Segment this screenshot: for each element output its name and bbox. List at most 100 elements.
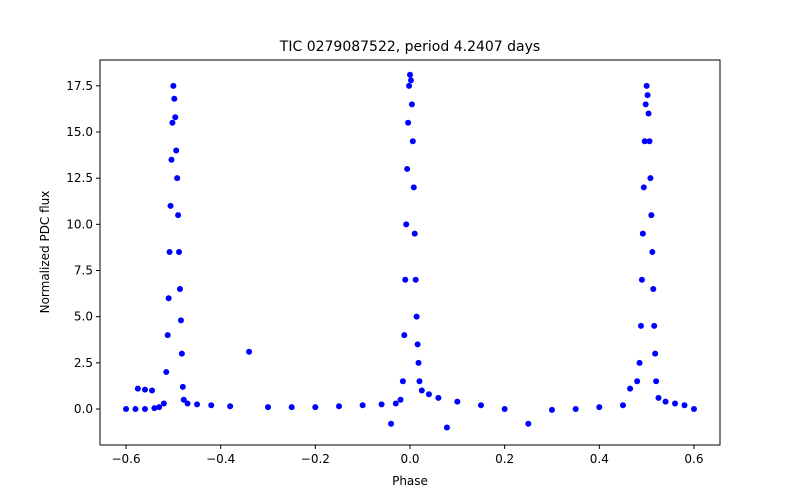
data-point-0-90 [652, 350, 659, 357]
data-point-0-86 [648, 212, 655, 219]
data-point-0-27 [180, 396, 187, 403]
x-tick-label: −0.4 [206, 452, 235, 466]
data-point-0-4 [156, 404, 163, 411]
x-tick-label: −0.6 [111, 452, 140, 466]
data-point-0-84 [646, 138, 653, 145]
data-point-0-45 [403, 221, 410, 228]
data-point-0-33 [265, 404, 272, 411]
data-point-0-44 [402, 276, 409, 283]
data-point-0-67 [525, 420, 532, 427]
data-point-0-23 [176, 285, 183, 292]
data-point-0-96 [690, 405, 697, 412]
data-point-0-15 [169, 119, 176, 126]
data-point-0-29 [194, 401, 201, 408]
data-point-0-94 [672, 400, 679, 407]
data-point-0-68 [548, 406, 555, 413]
data-point-0-91 [653, 378, 660, 385]
data-point-0-63 [443, 424, 450, 431]
data-point-0-42 [399, 378, 406, 385]
data-point-0-65 [477, 402, 484, 409]
data-point-0-40 [392, 400, 399, 407]
data-point-0-3 [151, 405, 158, 412]
data-point-0-75 [637, 322, 644, 329]
data-point-0-50 [407, 77, 414, 84]
data-point-0-1 [132, 405, 139, 412]
data-point-0-81 [643, 82, 650, 89]
data-point-0-64 [454, 398, 461, 405]
data-point-0-9 [163, 369, 170, 376]
data-point-0-73 [634, 378, 641, 385]
data-point-0-58 [415, 359, 422, 366]
y-tick-label: 0.0 [74, 402, 93, 416]
y-tick-label: 2.5 [74, 356, 93, 370]
data-point-0-70 [596, 404, 603, 411]
data-point-0-21 [175, 212, 182, 219]
data-point-0-13 [167, 202, 174, 209]
y-tick-label: 15.0 [66, 125, 93, 139]
data-point-0-77 [639, 230, 646, 237]
data-point-0-62 [435, 394, 442, 401]
data-point-0-82 [644, 92, 651, 99]
chart-title: TIC 0279087522, period 4.2407 days [279, 39, 540, 55]
data-point-0-38 [378, 401, 385, 408]
data-point-0-31 [227, 403, 234, 410]
data-point-0-41 [397, 396, 404, 403]
data-point-0-79 [641, 138, 648, 145]
y-axis-ticks: 0.0 2.5 5.0 7.5 10.0 12.5 15.0 17.5 [66, 79, 100, 416]
data-point-0-49 [407, 71, 413, 78]
data-point-0-34 [288, 404, 295, 411]
x-tick-label: 0.2 [495, 452, 514, 466]
data-point-0-85 [647, 175, 654, 182]
y-tick-label: 12.5 [66, 171, 93, 185]
scatter-points [123, 71, 697, 431]
data-point-0-37 [359, 402, 366, 409]
data-point-0-16 [170, 82, 177, 89]
data-point-0-54 [411, 230, 418, 237]
data-point-0-83 [645, 110, 652, 117]
data-point-0-60 [418, 387, 425, 394]
data-point-0-32 [246, 348, 253, 355]
y-tick-label: 17.5 [66, 79, 93, 93]
data-point-0-78 [640, 184, 647, 191]
x-tick-label: 0.6 [684, 452, 703, 466]
data-point-0-36 [336, 403, 343, 410]
data-point-0-80 [642, 101, 649, 108]
data-point-0-14 [168, 156, 175, 163]
data-point-0-69 [572, 405, 579, 412]
data-point-0-20 [174, 175, 181, 182]
x-tick-label: 0.4 [590, 452, 609, 466]
x-tick-label: −0.2 [301, 452, 330, 466]
data-point-0-59 [416, 378, 423, 385]
data-point-0-6 [141, 386, 148, 393]
data-point-0-7 [149, 387, 156, 394]
data-point-0-11 [165, 295, 172, 302]
data-point-0-92 [655, 394, 662, 401]
data-point-0-46 [404, 165, 411, 172]
data-point-0-24 [177, 317, 184, 324]
data-point-0-51 [408, 101, 415, 108]
data-point-0-8 [160, 400, 167, 407]
data-point-0-26 [179, 383, 186, 390]
data-point-0-10 [164, 332, 171, 339]
data-point-0-72 [627, 385, 634, 392]
data-point-0-66 [501, 405, 508, 412]
data-point-0-19 [173, 147, 180, 154]
data-point-0-88 [650, 285, 657, 292]
data-point-0-47 [405, 119, 412, 126]
data-point-0-35 [312, 404, 319, 411]
y-axis-label: Normalized PDC flux [38, 191, 52, 314]
data-point-0-12 [166, 249, 173, 256]
data-point-0-5 [134, 385, 141, 392]
data-point-0-57 [414, 341, 421, 348]
data-point-0-52 [409, 138, 416, 145]
data-point-0-48 [406, 82, 413, 89]
x-axis-label: Phase [392, 474, 428, 488]
data-point-0-71 [619, 402, 626, 409]
data-point-0-18 [172, 114, 179, 121]
data-point-0-43 [401, 332, 408, 339]
data-point-0-76 [638, 276, 645, 283]
data-point-0-25 [178, 350, 185, 357]
data-point-0-30 [208, 402, 215, 409]
